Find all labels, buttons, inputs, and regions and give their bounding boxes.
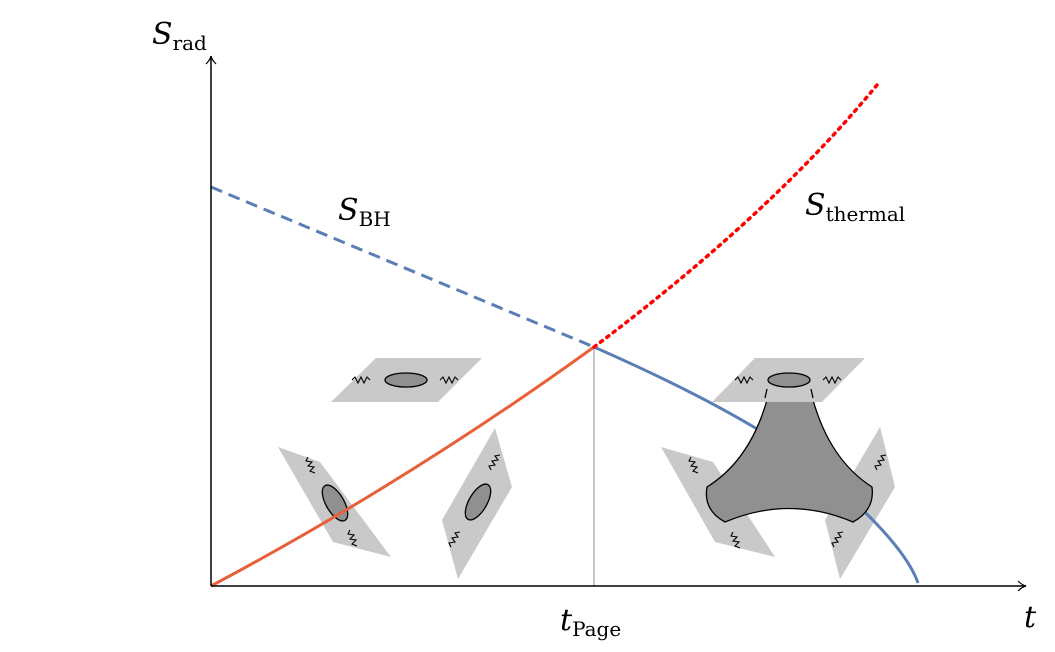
- thermal-entropy-curve: [592, 83, 879, 349]
- zigzag-icon: [831, 531, 844, 548]
- zigzag-icon: [822, 375, 842, 385]
- zigzag-icon: [688, 456, 699, 474]
- wormhole-island: [705, 372, 874, 523]
- bh-entropy-curve: [210, 185, 595, 349]
- thermal-entropy-label: Sthermal: [805, 188, 905, 226]
- bh-entropy-label: SBH: [338, 193, 391, 231]
- y-axis-label: Srad: [152, 17, 207, 55]
- zigzag-icon: [351, 375, 371, 385]
- zigzag-icon: [305, 456, 316, 474]
- page-time-label: tPage: [560, 603, 621, 641]
- zigzag-icon: [730, 531, 741, 549]
- zigzag-icon: [439, 375, 459, 385]
- zigzag-icon: [734, 375, 754, 385]
- radiation-early-curve: [210, 345, 595, 588]
- zigzag-icon: [874, 454, 887, 471]
- zigzag-icon: [347, 529, 358, 547]
- zigzag-icon: [448, 531, 461, 548]
- plate-top-left: [331, 358, 482, 402]
- island-disk: [384, 372, 428, 388]
- x-axis-label: t: [1024, 600, 1037, 635]
- plate-middle: [442, 428, 512, 579]
- zigzag-icon: [488, 454, 501, 471]
